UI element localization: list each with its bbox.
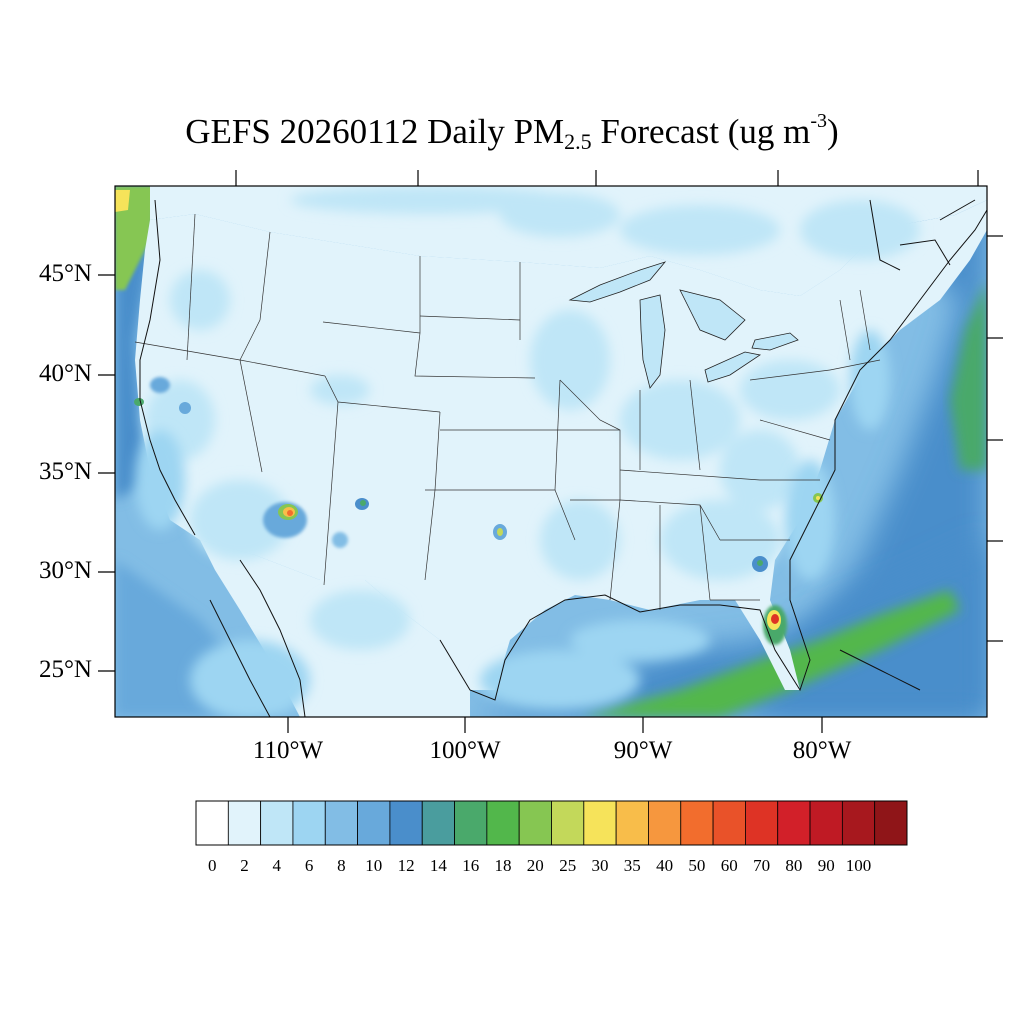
title-superscript: -3 xyxy=(810,110,828,132)
colorbar-frame xyxy=(195,800,908,846)
colorbar-label: 18 xyxy=(494,856,512,875)
hotspot-new-mexico xyxy=(332,498,369,548)
colorbar-swatch xyxy=(195,800,229,846)
gulf-band xyxy=(470,540,987,717)
colorbar-label: 50 xyxy=(688,856,706,875)
title-suffix: ) xyxy=(827,112,839,151)
colorbar-label: 70 xyxy=(753,856,771,875)
colorbar-swatch xyxy=(227,800,262,846)
hotspot-north-carolina xyxy=(813,493,823,503)
map-title: GEFS 20260112 Daily PM2.5 Forecast (ug m… xyxy=(0,110,1024,154)
hotspot-oklahoma xyxy=(493,524,507,540)
colorbar-swatch xyxy=(841,800,876,846)
colorbar-swatch xyxy=(389,800,423,846)
colorbar-swatch xyxy=(615,800,649,846)
colorbar-label: 100 xyxy=(845,856,872,875)
left-ticks xyxy=(98,274,115,672)
colorbar-label: 2 xyxy=(240,856,249,875)
colorbar-swatch xyxy=(357,800,391,846)
bottom-ticks xyxy=(287,717,823,733)
colorbar-swatch xyxy=(486,800,520,846)
colorbar-swatch xyxy=(712,800,746,846)
colorbar-label: 25 xyxy=(559,856,577,875)
colorbar-swatch xyxy=(745,800,779,846)
colorbar-swatch xyxy=(421,800,455,846)
map-field xyxy=(115,186,987,717)
title-middle: Forecast (ug m xyxy=(591,112,811,151)
colorbar-label: 12 xyxy=(397,856,415,875)
state-boundaries xyxy=(134,213,881,610)
atlantic-green-band xyxy=(950,280,987,470)
colorbar-label: 6 xyxy=(304,856,314,875)
colorbar-swatches xyxy=(195,800,908,846)
great-lakes xyxy=(568,261,799,389)
colorbar-swatch xyxy=(777,800,811,846)
colorbar-label: 35 xyxy=(623,856,641,875)
hotspot-phoenix xyxy=(263,502,307,538)
coastal-gradient xyxy=(135,330,890,717)
colorbar-swatch xyxy=(454,800,488,846)
colorbar-swatch xyxy=(324,800,358,846)
colorbar-label: 0 xyxy=(207,856,217,875)
lat-label-45: 45°N xyxy=(38,260,92,287)
lat-label-25: 25°N xyxy=(38,656,92,683)
coastlines xyxy=(139,199,987,717)
colorbar-swatch xyxy=(292,800,326,846)
colorbar-label: 60 xyxy=(720,856,738,875)
colorbar-label: 4 xyxy=(272,856,282,875)
canada-landmass xyxy=(150,186,987,296)
lon-label-80w: 80°W xyxy=(792,737,852,764)
map-frame xyxy=(114,185,988,718)
colorbar-label: 80 xyxy=(785,856,803,875)
colorbar-swatch xyxy=(583,800,617,846)
right-ticks xyxy=(987,235,1003,642)
colorbar-swatch xyxy=(518,800,552,846)
colorbar-label: 20 xyxy=(526,856,544,875)
title-subscript: 2.5 xyxy=(564,129,592,154)
colorbar-label: 90 xyxy=(817,856,835,875)
lat-label-40: 40°N xyxy=(38,360,92,387)
colorbar-swatch xyxy=(551,800,585,846)
title-prefix: GEFS 20260112 Daily PM xyxy=(185,112,565,151)
colorbar-label: 14 xyxy=(429,856,447,875)
colorbar-swatch xyxy=(648,800,682,846)
colorbar-label: 16 xyxy=(462,856,480,875)
pm25-map xyxy=(98,170,1003,733)
lon-label-90w: 90°W xyxy=(613,737,673,764)
colorbar-swatch xyxy=(260,800,294,846)
conus-landmass xyxy=(135,200,987,690)
colorbar-label: 10 xyxy=(365,856,383,875)
hotspot-jacksonville xyxy=(752,556,768,572)
lon-label-110w: 110°W xyxy=(252,737,324,764)
lat-label-30: 30°N xyxy=(38,557,92,584)
colorbar-label: 40 xyxy=(656,856,674,875)
lon-label-100w: 100°W xyxy=(429,737,501,764)
colorbar-swatch xyxy=(874,800,908,846)
top-ticks xyxy=(235,170,979,186)
pacific-yellow xyxy=(115,190,130,212)
lat-label-35: 35°N xyxy=(38,458,92,485)
pacific-green-band xyxy=(115,186,155,290)
colorbar-label: 30 xyxy=(591,856,609,875)
gulf-green-band xyxy=(580,590,960,717)
colorbar-swatch xyxy=(680,800,714,846)
colorbar-swatch xyxy=(809,800,843,846)
colorbar-label: 8 xyxy=(337,856,346,875)
